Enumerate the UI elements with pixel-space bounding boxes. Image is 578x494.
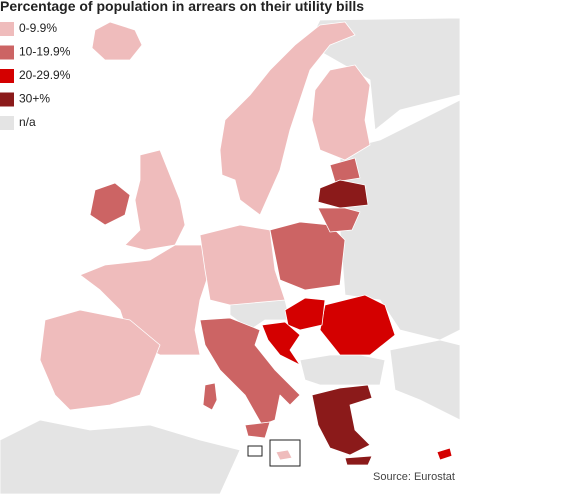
region bbox=[317, 179, 369, 209]
legend-swatch bbox=[0, 69, 14, 83]
region bbox=[124, 149, 186, 251]
region bbox=[344, 455, 373, 466]
region bbox=[261, 321, 301, 366]
region bbox=[275, 449, 293, 461]
legend-label: n/a bbox=[19, 115, 36, 129]
region bbox=[311, 64, 371, 161]
map-regions bbox=[0, 17, 461, 494]
region bbox=[219, 21, 356, 216]
map-title: Percentage of population in arrears on t… bbox=[0, 0, 364, 14]
legend: 0-9.9% 10-19.9% 20-29.9% 30+% n/a bbox=[0, 21, 71, 130]
region bbox=[79, 244, 211, 356]
inset-frame bbox=[269, 439, 301, 467]
region bbox=[39, 309, 161, 411]
region bbox=[89, 182, 131, 226]
region bbox=[284, 297, 326, 331]
source: Source: Eurostat bbox=[373, 471, 455, 483]
region bbox=[0, 419, 241, 494]
legend-swatch bbox=[0, 116, 14, 130]
legend-swatch bbox=[0, 92, 14, 107]
region bbox=[329, 157, 361, 183]
region bbox=[199, 224, 286, 306]
legend-swatch bbox=[0, 45, 14, 60]
region bbox=[319, 294, 396, 356]
region bbox=[244, 421, 271, 439]
region bbox=[269, 221, 346, 291]
legend-label: 10-19.9% bbox=[19, 45, 71, 59]
region bbox=[389, 339, 461, 421]
region bbox=[299, 354, 386, 386]
region bbox=[311, 384, 373, 456]
legend-label: 20-29.9% bbox=[19, 68, 71, 82]
region bbox=[317, 207, 361, 233]
inset-frame bbox=[247, 445, 263, 457]
legend-label: 0-9.9% bbox=[19, 21, 57, 35]
region bbox=[202, 382, 218, 411]
region bbox=[91, 21, 143, 61]
region bbox=[199, 317, 301, 426]
legend-swatch bbox=[0, 22, 14, 36]
legend-label: 30+% bbox=[19, 92, 50, 106]
region bbox=[299, 17, 461, 131]
region bbox=[436, 447, 453, 461]
